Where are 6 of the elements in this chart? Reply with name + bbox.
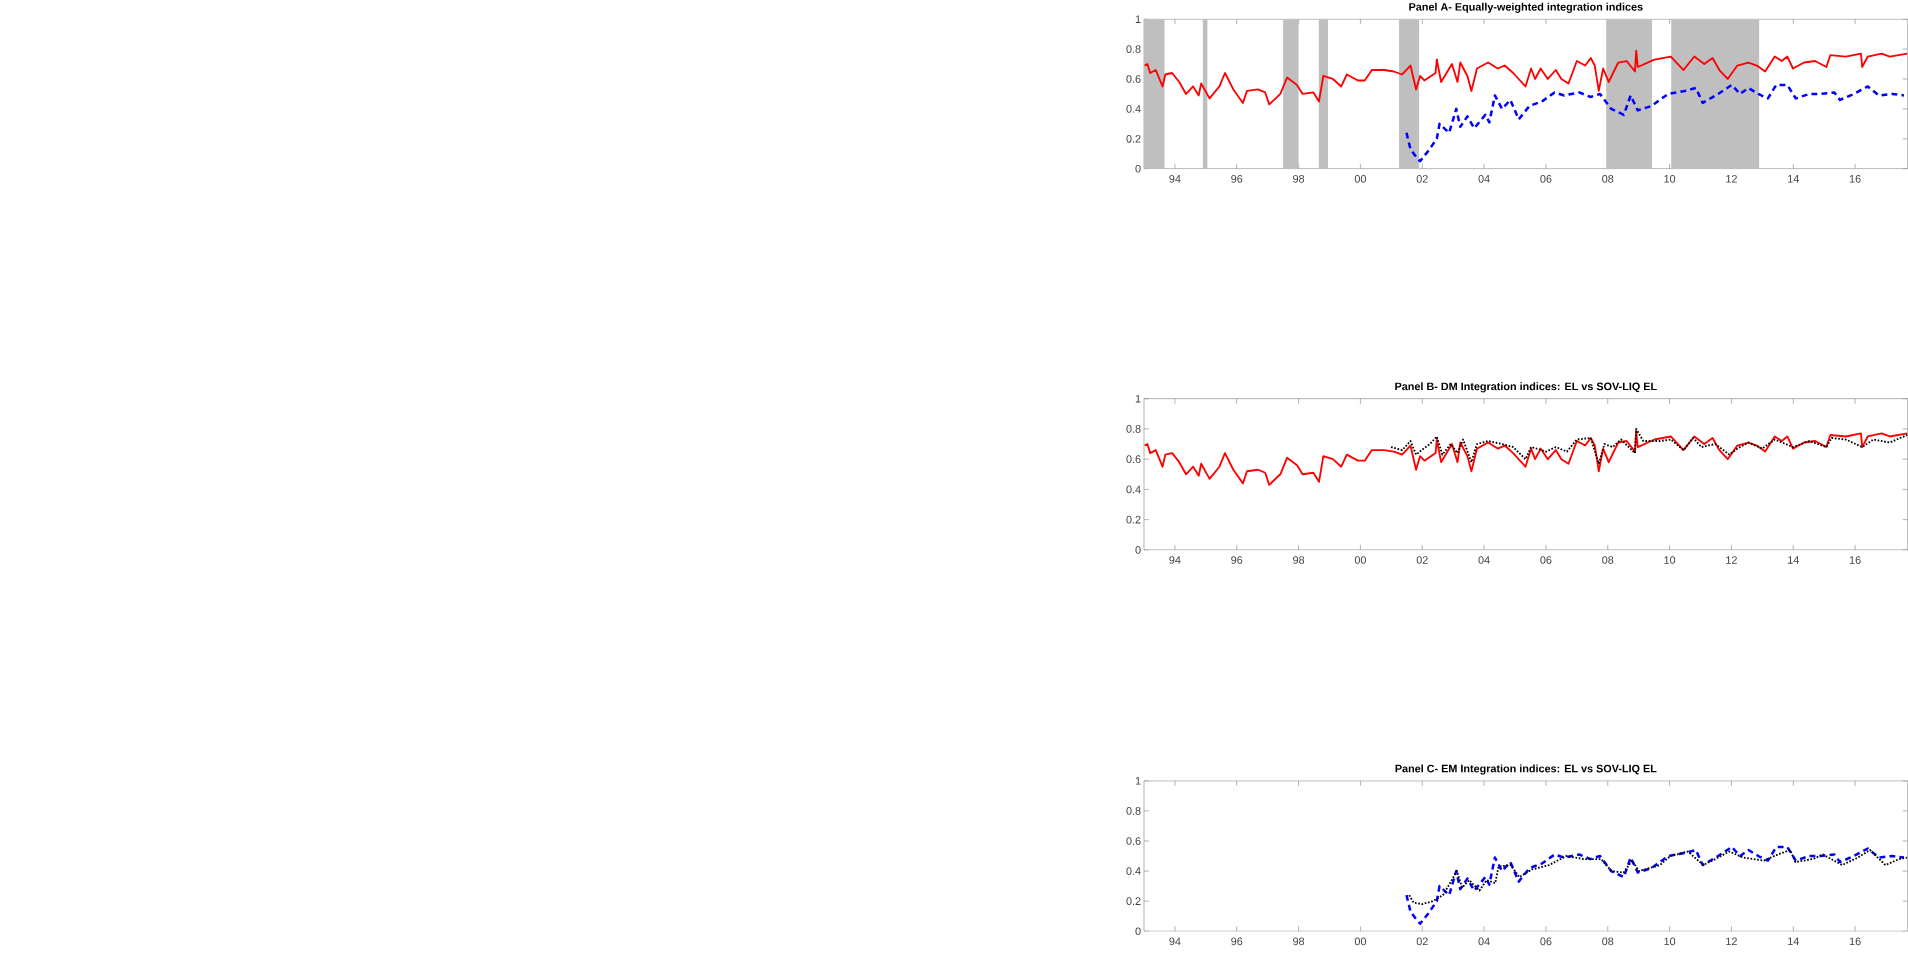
line-series — [1405, 84, 1906, 163]
line-series — [1390, 428, 1908, 465]
line-series — [1143, 49, 1908, 106]
line-series — [1405, 846, 1906, 926]
line-series — [1408, 849, 1908, 906]
line-series — [1143, 429, 1908, 487]
